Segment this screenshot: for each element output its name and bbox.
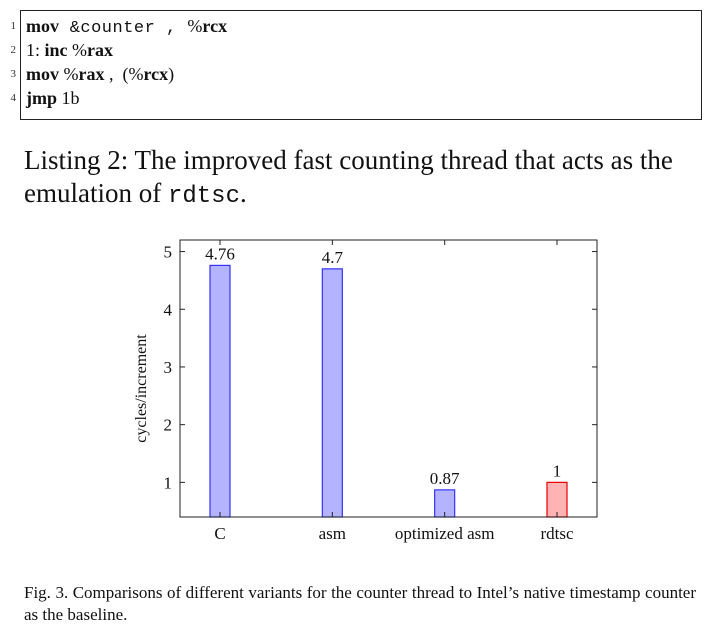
line-code: mov %rax , (%rcx) bbox=[26, 62, 174, 86]
line-code: 1: inc %rax bbox=[26, 38, 113, 62]
code-listing: 1 mov &counter , %rcx 2 1: inc %rax 3 mov %ra… bbox=[11, 10, 702, 120]
x-tick-label: optimized asm bbox=[395, 524, 495, 543]
data-label: 1 bbox=[553, 461, 562, 480]
y-axis-label: cycles/increment bbox=[133, 334, 150, 443]
line-number: 4 bbox=[10, 92, 17, 104]
y-tick-label: 3 bbox=[164, 358, 173, 377]
code-lines: 1 mov &counter , %rcx 2 1: inc %rax 3 mov %ra… bbox=[11, 14, 702, 110]
x-tick-label: asm bbox=[319, 524, 346, 543]
bar-chart-svg: 4.76 C 4.7 asm 0.87 optimized asm 1 rdtsc 1 2 3 4 5 c… bbox=[133, 239, 598, 543]
listing-caption: Listing 2: The improved fast counting th… bbox=[24, 144, 704, 213]
code-keyword: rax bbox=[87, 40, 114, 60]
code-line: 2 1: inc %rax bbox=[11, 38, 702, 62]
figure-caption: Fig. 3. Comparisons of different variant… bbox=[24, 583, 696, 624]
code-keyword: rax bbox=[78, 64, 105, 84]
bar bbox=[546, 481, 568, 518]
code-text: ) bbox=[168, 64, 175, 84]
listing-gutter-rule bbox=[20, 10, 21, 120]
listing-caption-suffix: . bbox=[239, 178, 247, 208]
code-keyword: inc bbox=[44, 40, 68, 60]
code-keyword: jmp bbox=[26, 88, 57, 108]
data-label: 4.7 bbox=[322, 248, 344, 267]
plot-frame bbox=[179, 239, 598, 518]
line-number: 2 bbox=[10, 44, 17, 56]
y-tick-label: 5 bbox=[164, 243, 173, 262]
listing-caption-code: rdtsc bbox=[167, 183, 240, 210]
listing-bottom-rule bbox=[20, 119, 702, 120]
code-keyword: rcx bbox=[202, 16, 228, 36]
code-text: , (% bbox=[104, 64, 144, 84]
line-code: jmp 1b bbox=[26, 86, 80, 110]
bar bbox=[321, 268, 343, 518]
x-tick-label: rdtsc bbox=[540, 524, 574, 543]
code-text: % bbox=[59, 64, 79, 84]
code-keyword: rcx bbox=[143, 64, 169, 84]
y-tick-label: 1 bbox=[164, 473, 173, 492]
code-line: 3 mov %rax , (%rcx) bbox=[11, 62, 702, 86]
listing-top-rule bbox=[20, 10, 702, 11]
bar bbox=[209, 264, 231, 518]
x-tick-label: C bbox=[214, 524, 225, 543]
code-text: % bbox=[67, 40, 88, 60]
data-label: 4.76 bbox=[205, 244, 235, 263]
code-keyword: mov bbox=[26, 64, 59, 84]
bar-chart: 4.76 C 4.7 asm 0.87 optimized asm 1 rdtsc 1 2 3 4 5 c… bbox=[0, 230, 714, 550]
code-text: 1: bbox=[26, 40, 45, 60]
code-keyword: mov bbox=[26, 16, 59, 36]
code-text: % bbox=[187, 16, 203, 36]
line-number: 1 bbox=[10, 20, 17, 32]
code-line: 4 jmp 1b bbox=[11, 86, 702, 110]
code-line: 1 mov &counter , %rcx bbox=[11, 14, 702, 41]
code-text: &counter , bbox=[59, 19, 188, 38]
y-tick-label: 4 bbox=[164, 300, 173, 319]
data-label: 0.87 bbox=[430, 469, 460, 488]
listing-caption-text: Listing 2: The improved fast counting th… bbox=[24, 145, 673, 208]
listing-right-rule bbox=[701, 10, 702, 120]
y-tick-label: 2 bbox=[164, 416, 173, 435]
code-text: 1b bbox=[57, 88, 80, 108]
line-number: 3 bbox=[10, 68, 17, 80]
line-code: mov &counter , %rcx bbox=[26, 14, 227, 41]
